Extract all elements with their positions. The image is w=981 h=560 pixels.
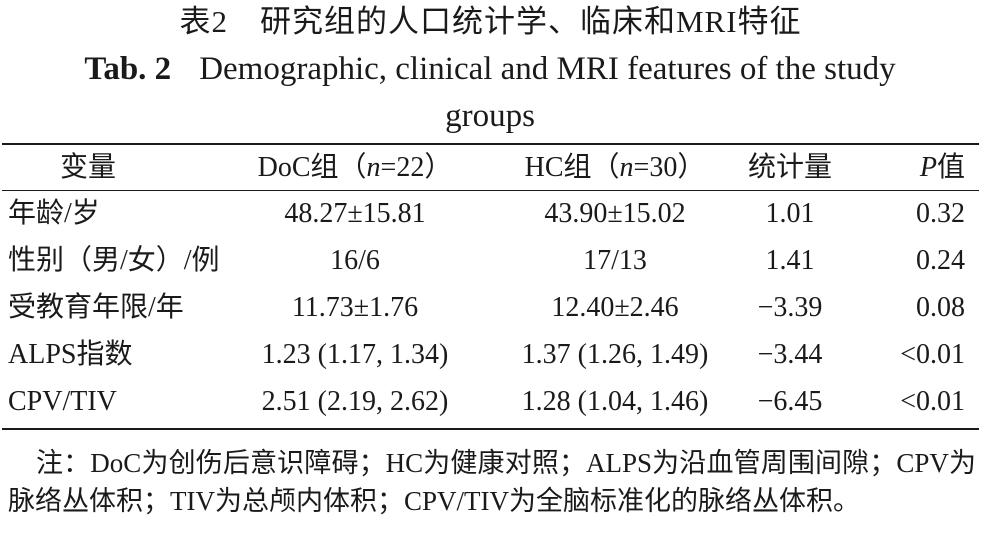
row-p-value: <0.01 bbox=[900, 386, 965, 417]
table-row: 性别（男/女）/例 16/6 17/13 1.41 0.24 bbox=[0, 237, 981, 284]
row-hc-value: 43.90±15.02 bbox=[544, 198, 686, 229]
table-title-cn: 表2 研究组的人口统计学、临床和MRI特征 bbox=[179, 4, 802, 39]
row-variable: 年龄/岁 bbox=[8, 198, 100, 229]
table-title-en: Tab. 2 Demographic, clinical and MRI feat… bbox=[40, 46, 940, 140]
header-hc-group: HC组（n=30） bbox=[524, 152, 706, 183]
bottom-rule bbox=[2, 428, 979, 430]
row-variable: 受教育年限/年 bbox=[8, 292, 184, 323]
header-rule bbox=[2, 190, 979, 191]
header-doc-group: DoC组（n=22） bbox=[257, 152, 453, 183]
row-doc-value: 11.73±1.76 bbox=[291, 292, 419, 323]
row-doc-value: 1.23 (1.17, 1.34) bbox=[261, 339, 449, 370]
table-footnote: 注：DoC为创伤后意识障碍；HC为健康对照；ALPS为沿血管周围间隙；CPV为脉… bbox=[8, 448, 976, 516]
row-statistic: 1.41 bbox=[765, 245, 815, 276]
row-statistic: 1.01 bbox=[765, 198, 815, 229]
row-variable: 性别（男/女）/例 bbox=[8, 245, 220, 276]
header-variable: 变量 bbox=[60, 152, 117, 183]
table-row: CPV/TIV 2.51 (2.19, 2.62) 1.28 (1.04, 1.… bbox=[0, 378, 981, 425]
table-row: 受教育年限/年 11.73±1.76 12.40±2.46 −3.39 0.08 bbox=[0, 284, 981, 331]
row-statistic: −6.45 bbox=[757, 386, 823, 417]
table-label-en: Tab. 2 bbox=[84, 51, 172, 87]
row-hc-value: 12.40±2.46 bbox=[551, 292, 679, 323]
table-title-en-text: Demographic, clinical and MRI features o… bbox=[199, 51, 896, 134]
row-doc-value: 48.27±15.81 bbox=[284, 198, 426, 229]
top-rule bbox=[2, 143, 979, 145]
row-variable: CPV/TIV bbox=[8, 386, 117, 417]
table-header-row: 变量 DoC组（n=22） HC组（n=30） 统计量 P值 bbox=[0, 144, 981, 191]
row-statistic: −3.44 bbox=[757, 339, 823, 370]
row-doc-value: 16/6 bbox=[330, 245, 380, 276]
table-row: ALPS指数 1.23 (1.17, 1.34) 1.37 (1.26, 1.4… bbox=[0, 331, 981, 378]
header-statistic: 统计量 bbox=[747, 152, 832, 183]
row-doc-value: 2.51 (2.19, 2.62) bbox=[261, 386, 449, 417]
row-p-value: 0.08 bbox=[916, 292, 965, 323]
header-p-value: P值 bbox=[919, 152, 965, 183]
table-row: 年龄/岁 48.27±15.81 43.90±15.02 1.01 0.32 bbox=[0, 190, 981, 237]
row-p-value: 0.24 bbox=[916, 245, 965, 276]
row-p-value: 0.32 bbox=[916, 198, 965, 229]
row-p-value: <0.01 bbox=[900, 339, 965, 370]
row-variable: ALPS指数 bbox=[8, 339, 133, 370]
row-statistic: −3.39 bbox=[757, 292, 823, 323]
row-hc-value: 1.28 (1.04, 1.46) bbox=[521, 386, 709, 417]
row-hc-value: 17/13 bbox=[583, 245, 647, 276]
row-hc-value: 1.37 (1.26, 1.49) bbox=[521, 339, 709, 370]
